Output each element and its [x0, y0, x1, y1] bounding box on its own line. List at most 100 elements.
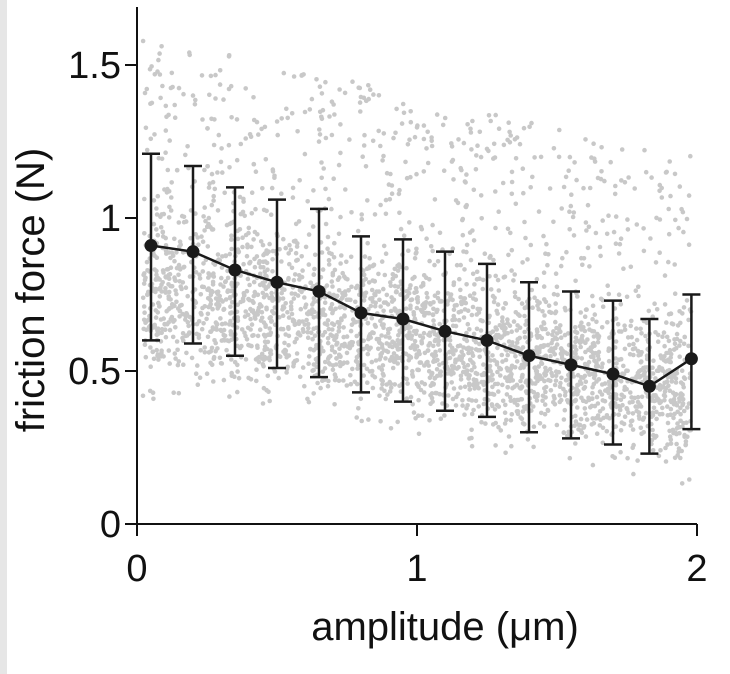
raw-data-point: [461, 300, 467, 305]
raw-data-point: [215, 252, 221, 257]
raw-data-point: [253, 169, 259, 174]
raw-data-point: [468, 130, 474, 135]
raw-data-point: [656, 368, 661, 374]
raw-data-point: [412, 255, 418, 261]
raw-data-point: [391, 135, 396, 141]
raw-data-point: [251, 333, 256, 338]
raw-data-point: [454, 302, 460, 308]
raw-data-point: [612, 455, 618, 461]
raw-data-point: [654, 307, 660, 312]
raw-data-point: [613, 381, 619, 387]
raw-data-point: [380, 158, 385, 163]
raw-data-point: [229, 246, 234, 252]
raw-data-point: [312, 309, 317, 315]
raw-data-point: [649, 175, 654, 180]
raw-data-point: [205, 311, 211, 317]
raw-data-point: [322, 300, 328, 306]
raw-data-point: [407, 137, 412, 142]
raw-data-point: [463, 180, 468, 185]
raw-data-point: [579, 255, 584, 261]
raw-data-point: [218, 159, 224, 165]
raw-data-point: [542, 313, 547, 318]
raw-data-point: [269, 290, 274, 296]
raw-data-point: [202, 350, 208, 355]
raw-data-point: [467, 373, 472, 378]
raw-data-point: [381, 243, 387, 249]
raw-data-point: [549, 370, 554, 376]
raw-data-point: [575, 382, 581, 388]
raw-data-point: [496, 209, 502, 214]
raw-data-point: [434, 112, 440, 117]
raw-data-point: [159, 289, 164, 294]
raw-data-point: [223, 253, 229, 259]
raw-data-point: [685, 405, 690, 410]
raw-data-point: [553, 335, 558, 340]
raw-data-point: [675, 409, 680, 415]
raw-data-point: [356, 363, 361, 368]
raw-data-point: [206, 185, 212, 190]
raw-data-point: [495, 345, 500, 351]
raw-data-point: [503, 357, 509, 363]
raw-data-point: [673, 217, 678, 223]
raw-data-point: [293, 221, 299, 227]
raw-data-point: [254, 119, 260, 125]
raw-data-point: [629, 334, 634, 340]
raw-data-point: [245, 312, 251, 318]
raw-data-point: [303, 302, 309, 308]
raw-data-point: [267, 326, 273, 331]
raw-data-point: [152, 72, 158, 77]
raw-data-point: [628, 264, 634, 270]
raw-data-point: [594, 319, 599, 325]
raw-data-point: [337, 321, 342, 326]
raw-data-point: [320, 369, 326, 375]
raw-data-point: [393, 289, 399, 295]
raw-data-point: [432, 293, 438, 299]
raw-data-point: [573, 441, 578, 446]
raw-data-point: [383, 251, 389, 256]
raw-data-point: [510, 378, 516, 383]
raw-data-point: [376, 93, 382, 98]
raw-data-point: [404, 289, 410, 294]
raw-data-point: [308, 280, 313, 286]
mean-point: [564, 358, 578, 372]
raw-data-point: [412, 134, 418, 140]
raw-data-point: [337, 87, 342, 92]
raw-data-point: [209, 227, 215, 232]
raw-data-point: [262, 124, 268, 130]
raw-data-point: [170, 334, 176, 340]
raw-data-point: [175, 362, 181, 368]
raw-data-point: [454, 394, 459, 400]
y-axis-label: friction force (N): [9, 148, 53, 433]
raw-data-point: [210, 179, 216, 185]
raw-data-point: [235, 389, 240, 395]
raw-data-point: [279, 191, 284, 196]
raw-data-point: [160, 83, 165, 89]
raw-data-point: [272, 175, 277, 180]
raw-data-point: [449, 144, 455, 149]
raw-data-point: [235, 362, 240, 368]
raw-data-point: [658, 448, 663, 453]
raw-data-point: [251, 237, 256, 242]
raw-data-point: [367, 87, 373, 92]
raw-data-point: [476, 404, 482, 409]
raw-data-point: [209, 202, 215, 208]
raw-data-point: [167, 327, 173, 333]
raw-data-point: [488, 287, 494, 292]
raw-data-point: [265, 373, 271, 379]
raw-data-point: [393, 307, 398, 313]
raw-data-point: [498, 373, 503, 378]
raw-data-point: [270, 257, 275, 262]
raw-data-point: [512, 290, 518, 295]
raw-data-point: [380, 322, 385, 327]
raw-data-point: [675, 323, 681, 328]
raw-data-point: [401, 233, 407, 238]
raw-data-point: [650, 365, 655, 371]
raw-data-point: [427, 258, 432, 264]
raw-data-point: [306, 262, 312, 267]
raw-data-point: [274, 119, 280, 124]
raw-data-point: [169, 284, 174, 289]
raw-data-point: [557, 127, 562, 133]
raw-data-point: [289, 306, 294, 312]
raw-data-point: [473, 167, 479, 172]
raw-data-point: [325, 383, 331, 389]
